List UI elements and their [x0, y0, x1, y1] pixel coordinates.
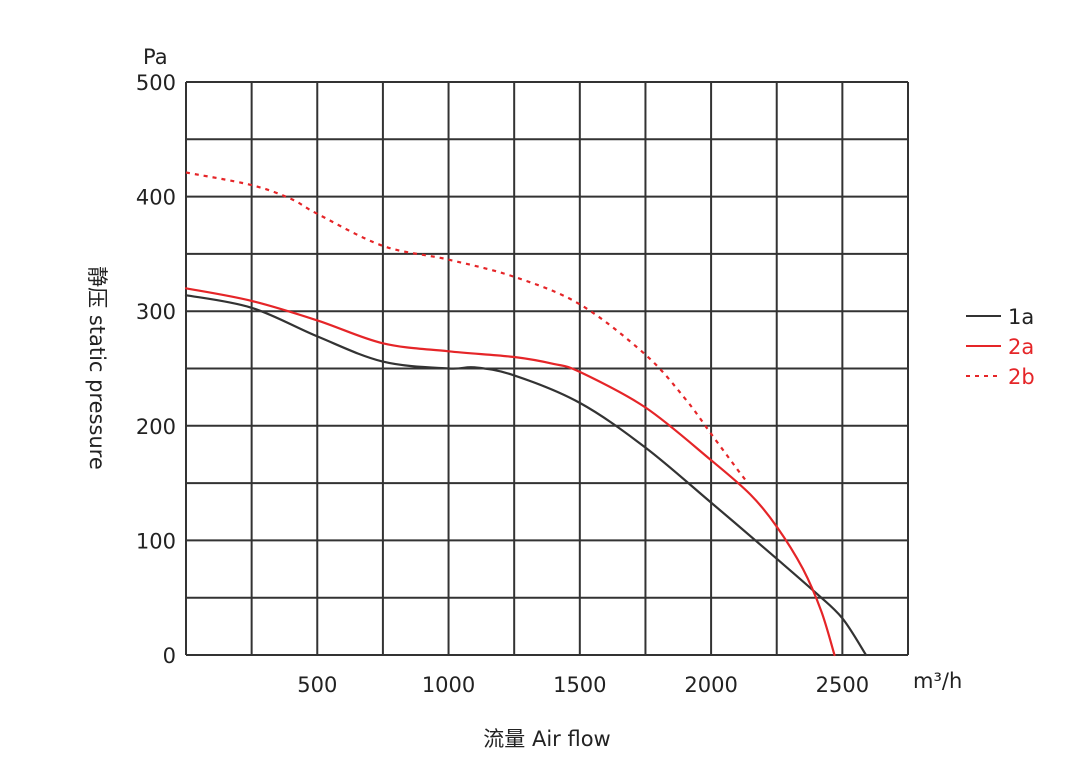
- x-tick-label: 1000: [422, 673, 475, 697]
- legend-label-2b: 2b: [1008, 365, 1035, 389]
- legend-label-2a: 2a: [1008, 335, 1034, 359]
- tick-labels: 500 1000 1500 2000 2500 0 100 200 300 400 500: [136, 71, 869, 697]
- y-axis-title: 静压 static pressure: [85, 266, 109, 470]
- x-axis-title: 流量 Air flow: [483, 727, 610, 751]
- y-unit-label: Pa: [143, 45, 168, 69]
- x-tick-label: 2500: [816, 673, 869, 697]
- legend-label-1a: 1a: [1008, 305, 1034, 329]
- y-tick-label: 200: [136, 415, 176, 439]
- y-tick-label: 500: [136, 71, 176, 95]
- series-line-1a: [184, 294, 868, 657]
- y-tick-label: 400: [136, 186, 176, 210]
- x-tick-label: 2000: [684, 673, 737, 697]
- grid: [185, 81, 909, 656]
- y-tick-label: 0: [163, 644, 176, 668]
- legend: 1a 2a 2b: [966, 305, 1035, 389]
- series-line-2a: [184, 287, 836, 657]
- series-line-2b: [185, 171, 747, 481]
- x-tick-label: 500: [297, 673, 337, 697]
- y-tick-label: 300: [136, 300, 176, 324]
- x-unit-label: m³/h: [913, 669, 962, 693]
- series-group: [184, 171, 868, 657]
- x-tick-label: 1500: [553, 673, 606, 697]
- y-tick-label: 100: [136, 529, 176, 553]
